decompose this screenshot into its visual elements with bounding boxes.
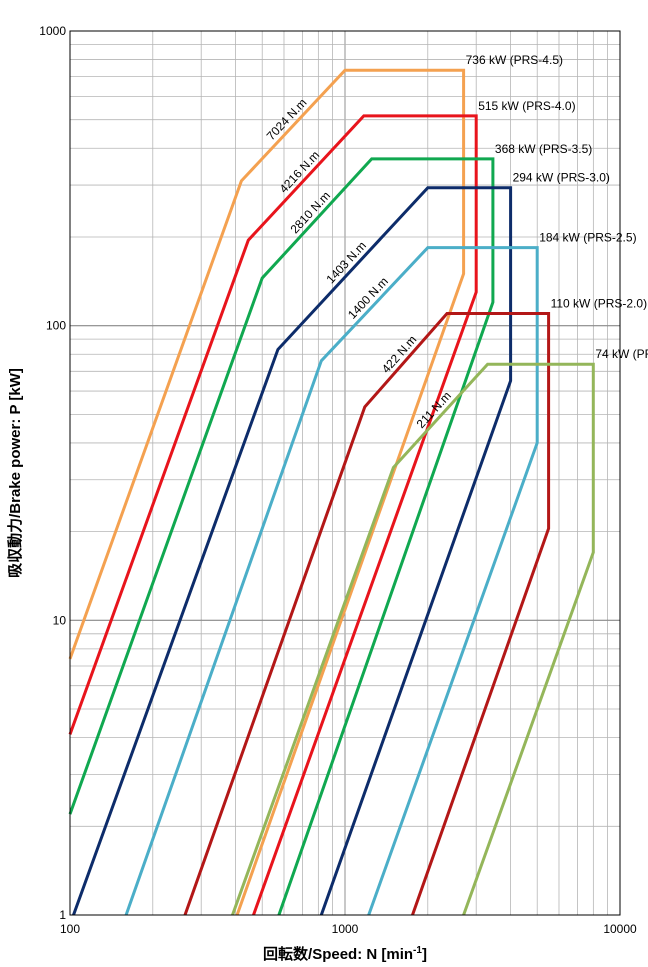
series-power-label: 184 kW (PRS-2.5) [539,231,636,245]
y-tick-label: 100 [46,319,66,333]
series-power-label: 736 kW (PRS-4.5) [466,53,563,67]
series-power-label: 110 kW (PRS-2.0) [551,296,647,310]
series-line-6 [183,312,551,916]
series-power-label: 368 kW (PRS-3.5) [495,142,592,156]
series-power-label: 74 kW (PRS-1.5) [595,347,648,361]
x-tick-label: 10000 [603,922,637,936]
grid-lines [70,31,620,915]
series-lines [68,68,595,916]
x-tick-label: 100 [60,922,80,936]
x-axis-title: 回転数/Speed: N [min-1] [263,945,427,963]
series-power-label: 515 kW (PRS-4.0) [478,99,575,113]
y-axis-title: 吸収動力/Brake power: P [kW] [6,368,24,578]
series-line-7 [231,362,595,916]
plot-frame [69,30,621,916]
y-tick-label: 1000 [39,24,66,38]
y-tick-label: 1 [59,908,66,922]
tick-labels: 100 1000 10000 1 10 100 1000 [39,24,637,936]
series-line-1 [68,68,466,916]
y-tick-label: 10 [53,613,67,627]
x-tick-label: 1000 [332,922,359,936]
series-line-5 [124,246,539,916]
series-line-3 [68,157,495,916]
series-line-4 [72,186,513,916]
series-power-label: 294 kW (PRS-3.0) [513,171,610,185]
series-line-2 [68,114,478,916]
